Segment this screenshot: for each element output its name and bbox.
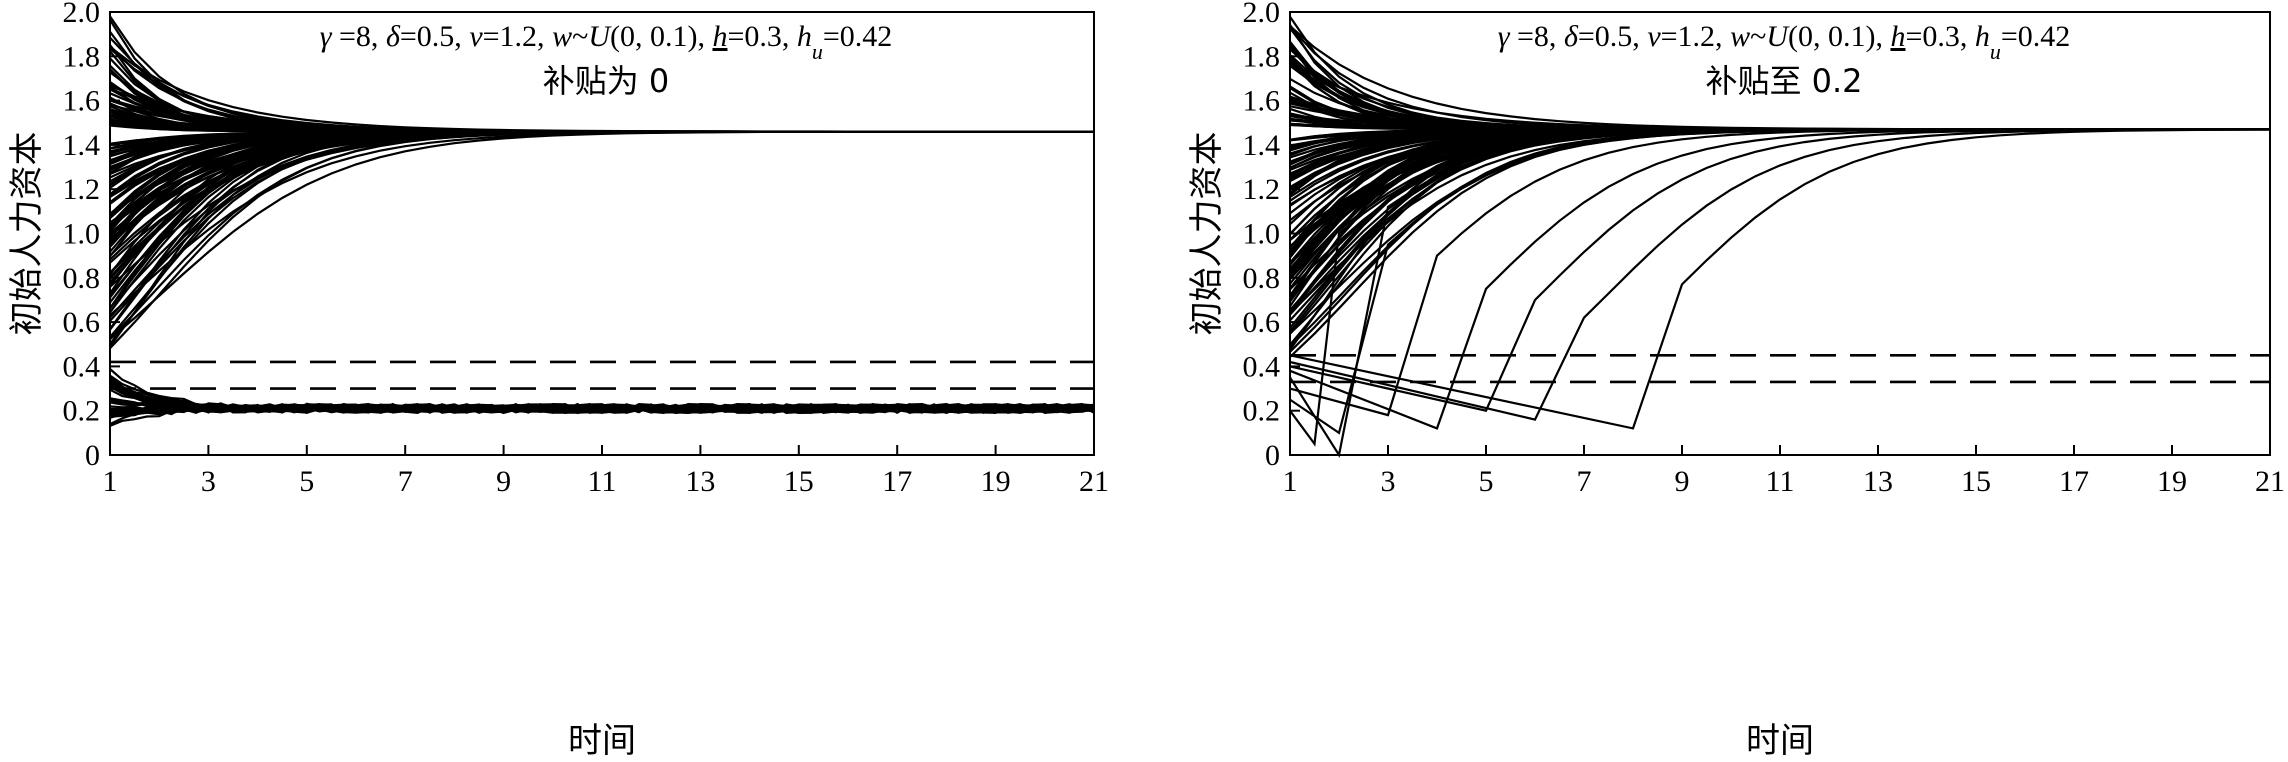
y-tick-label: 0.6 (1243, 306, 1281, 339)
trajectory-rise (1289, 128, 2270, 307)
x-tick-label: 3 (1381, 465, 1396, 498)
parameter-annotation: γ =8, δ=0.5, v=1.2, w~U(0, 0.1), h=0.3, … (320, 20, 893, 64)
y-tick-label: 0.8 (1243, 262, 1281, 295)
trajectory-rise (109, 130, 1094, 264)
x-tick-label: 19 (981, 465, 1011, 498)
x-tick-label: 19 (2157, 465, 2187, 498)
y-axis-label: 初始人力资本 (7, 132, 47, 336)
y-tick-label: 1.4 (63, 129, 101, 162)
chart-panel-subsidy: 00.20.40.60.81.01.21.41.61.82.0 1 3 5 7 9 11 1… (1187, 0, 2285, 761)
x-tick-label: 3 (201, 465, 216, 498)
y-tick-label: 2.0 (63, 0, 101, 29)
trajectory-subsidy-recovery (1289, 128, 2270, 458)
parameter-annotation: γ =8, δ=0.5, v=1.2, w~U(0, 0.1), h=0.3, … (1498, 20, 2071, 64)
x-tick-label: 15 (784, 465, 814, 498)
x-axis-ticks: 1 3 5 7 9 11 13 15 17 19 21 (1283, 445, 2285, 498)
chart-subtitle: 补贴为 0 (543, 62, 670, 100)
x-tick-label: 21 (1079, 465, 1109, 498)
y-tick-label: 2.0 (1243, 0, 1281, 29)
y-tick-label: 1.2 (1243, 173, 1281, 206)
x-tick-label: 9 (1675, 465, 1690, 498)
x-tick-label: 9 (496, 465, 511, 498)
x-tick-label: 17 (882, 465, 912, 498)
y-tick-label: 1.8 (1243, 40, 1281, 73)
x-axis-label: 时间 (1746, 721, 1814, 761)
y-tick-label: 0 (1265, 439, 1280, 472)
chart-subtitle: 补贴至 0.2 (1705, 62, 1862, 100)
y-tick-label: 0.6 (63, 306, 101, 339)
y-tick-label: 0.2 (63, 395, 101, 428)
x-tick-label: 11 (588, 465, 617, 498)
y-tick-label: 0 (85, 439, 100, 472)
y-tick-label: 1.8 (63, 40, 101, 73)
x-tick-label: 13 (685, 465, 715, 498)
y-tick-label: 0.4 (63, 350, 101, 383)
y-tick-label: 0.2 (1243, 395, 1281, 428)
y-tick-label: 1.0 (63, 218, 101, 251)
threshold-lines (110, 360, 1094, 390)
threshold-lines (1290, 354, 2270, 384)
x-tick-label: 7 (1577, 465, 1592, 498)
chart-panel-no-subsidy: 00.20.40.60.81.01.21.41.61.82.0 1 3 5 7 9 11 1… (7, 0, 1109, 761)
x-tick-label: 1 (103, 465, 118, 498)
y-tick-label: 1.6 (63, 85, 101, 118)
y-axis-ticks: 0 0.2 0.4 0.6 0.8 1.0 1.2 1.4 1.6 1.8 2.0 (1243, 0, 1300, 472)
x-tick-label: 17 (2059, 465, 2089, 498)
trajectories (1289, 16, 2271, 458)
y-axis-label: 初始人力资本 (1187, 132, 1227, 336)
x-axis-label: 时间 (568, 721, 636, 761)
x-tick-label: 11 (1766, 465, 1795, 498)
trajectory-subsidy-recovery (1289, 128, 2271, 412)
x-tick-label: 15 (1961, 465, 1991, 498)
y-tick-label: 1.4 (1243, 129, 1281, 162)
y-tick-label: 1.0 (1243, 218, 1281, 251)
x-tick-label: 1 (1283, 465, 1298, 498)
x-tick-label: 5 (299, 465, 314, 498)
trajectories (109, 15, 1095, 427)
x-tick-label: 13 (1863, 465, 1893, 498)
x-tick-label: 7 (398, 465, 413, 498)
y-tick-label: 0.4 (1243, 350, 1281, 383)
x-tick-label: 5 (1479, 465, 1494, 498)
trajectory-rise (109, 130, 1094, 309)
y-tick-label: 0.8 (63, 262, 101, 295)
y-tick-label: 1.2 (63, 173, 101, 206)
trajectory-low-trap (109, 402, 1095, 415)
x-tick-label: 21 (2255, 465, 2285, 498)
y-tick-label: 1.6 (1243, 85, 1281, 118)
y-axis-ticks: 0 0.2 0.4 0.6 0.8 1.0 1.2 1.4 1.6 1.8 2.0 (63, 0, 120, 472)
x-axis-ticks: 1 3 5 7 9 11 13 15 17 19 21 (103, 445, 1109, 498)
